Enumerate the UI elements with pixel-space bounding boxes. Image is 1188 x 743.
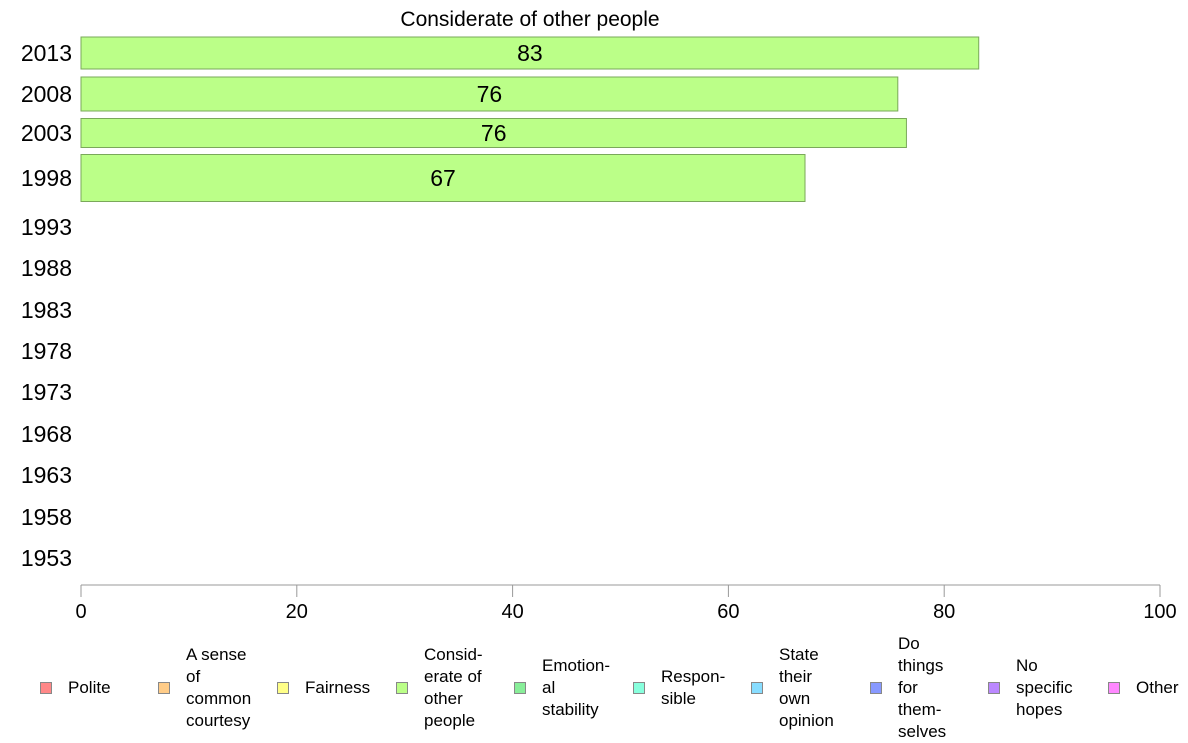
legend-swatch (870, 682, 882, 694)
y-tick-label: 1958 (21, 504, 72, 530)
legend-item: Respon- sible (633, 640, 725, 736)
x-tick-label: 20 (286, 601, 308, 623)
legend-label: Emotion- al stability (542, 656, 611, 719)
legend-swatch (277, 682, 289, 694)
legend-label: Respon- sible (661, 667, 726, 708)
legend-label: No specific hopes (1016, 656, 1073, 719)
bar-2003 (80, 118, 907, 148)
bar-value-label: 83 (517, 40, 543, 66)
chart-title: Considerate of other people (400, 8, 659, 31)
y-tick-label: 1963 (21, 462, 72, 488)
y-tick-label: 2013 (21, 40, 72, 66)
y-tick-label: 1988 (21, 255, 72, 281)
y-tick-label: 2008 (21, 81, 72, 107)
legend-item: Emotion- al stability (514, 640, 610, 736)
y-tick-label: 1983 (21, 297, 72, 323)
y-tick-label: 1998 (21, 165, 72, 191)
y-axis-labels: 2013 2008 2003 1998 1993 1988 1983 1978 1973 1968… (21, 40, 72, 571)
legend-item: No specific hopes (988, 640, 1073, 736)
legend-item: A sense of common courtesy (158, 640, 251, 736)
bar-value-label: 76 (477, 81, 503, 107)
legend-item: Consid- erate of other people (396, 640, 483, 736)
legend: Polite A sense of common courtesy Fairness… (0, 634, 1188, 741)
y-tick-label: 2003 (21, 120, 72, 146)
bar-value-label: 67 (430, 165, 456, 191)
x-tick-label: 100 (1143, 601, 1176, 623)
legend-label: A sense of common courtesy (186, 645, 252, 730)
legend-label: Fairness (305, 678, 371, 697)
y-tick-label: 1993 (21, 214, 72, 240)
legend-item: Do things for them- selves (870, 634, 946, 741)
x-tick-label: 80 (933, 601, 955, 623)
bar-value-label: 76 (481, 120, 507, 146)
bar-1998 (80, 154, 806, 202)
y-tick-label: 1973 (21, 379, 72, 405)
legend-swatch (633, 682, 645, 694)
legend-swatch (514, 682, 526, 694)
y-tick-label: 1968 (21, 421, 72, 447)
legend-item: Polite (40, 640, 111, 736)
y-tick-label: 1953 (21, 545, 72, 571)
legend-item: State their own opinion (751, 640, 834, 736)
legend-label: State their own opinion (779, 645, 834, 730)
legend-label: Do things for them- selves (898, 634, 947, 741)
legend-swatch (751, 682, 763, 694)
legend-swatch (988, 682, 1000, 694)
bar-2013 (80, 36, 980, 70)
legend-item: Fairness (277, 640, 370, 736)
legend-swatch (40, 682, 52, 694)
legend-label: Consid- erate of other people (424, 645, 483, 730)
bars-group: 83 76 76 67 (80, 36, 980, 202)
legend-swatch (396, 682, 408, 694)
legend-label: Polite (68, 678, 111, 697)
y-tick-label: 1978 (21, 338, 72, 364)
bar-2008 (80, 76, 899, 112)
legend-swatch (1108, 682, 1120, 694)
x-tick-label: 0 (75, 601, 86, 623)
x-tick-label: 60 (717, 601, 739, 623)
legend-swatch (158, 682, 170, 694)
legend-item: Other (1108, 640, 1179, 736)
x-tick-label: 40 (501, 601, 523, 623)
x-axis: 0 20 40 60 80 100 (75, 584, 1177, 623)
legend-label: Other (1136, 678, 1179, 697)
